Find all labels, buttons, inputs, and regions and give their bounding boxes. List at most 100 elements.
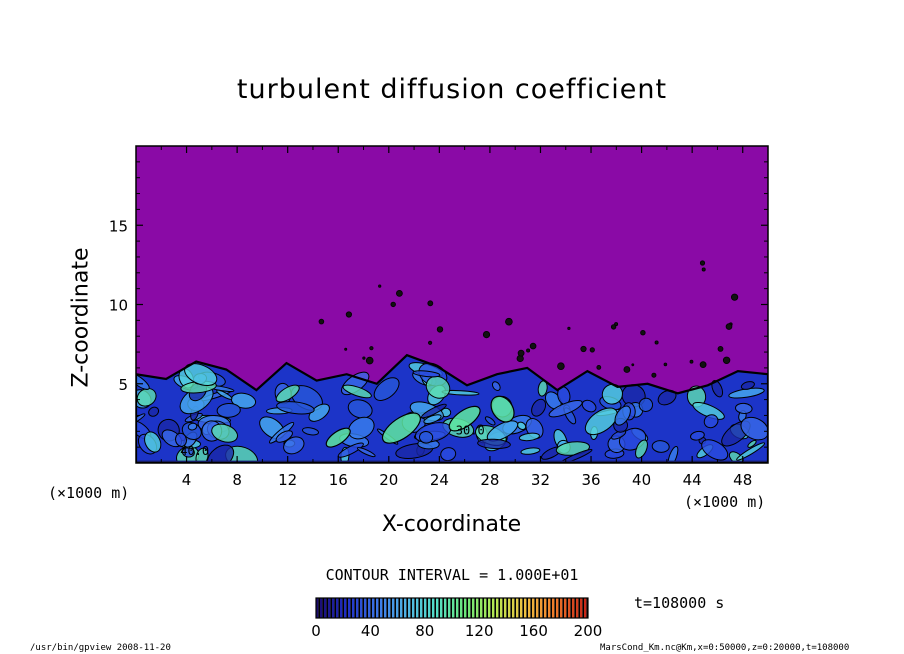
colorbar-swatch — [392, 598, 395, 618]
plume — [381, 412, 421, 444]
x-tick-label: 20 — [379, 471, 398, 489]
isolated-blob — [722, 356, 731, 364]
eddy — [711, 380, 724, 398]
colorbar-swatch — [556, 598, 559, 618]
eddy — [638, 397, 654, 413]
x-unit-label-left: (×1000 m) — [48, 484, 130, 502]
isolated-blob — [505, 317, 513, 326]
colorbar-swatch — [324, 598, 327, 618]
eddy — [651, 440, 670, 453]
x-axis-label: X-coordinate — [381, 512, 522, 537]
colorbar-swatch — [580, 598, 583, 618]
colorbar-swatch — [532, 598, 535, 618]
eddy — [486, 420, 519, 442]
colorbar-gap — [586, 598, 588, 618]
isolated-blob — [427, 300, 434, 307]
eddy — [275, 430, 293, 443]
colorbar-swatch — [528, 598, 531, 618]
colorbar-gap — [446, 598, 448, 618]
eddy — [484, 416, 496, 426]
colorbar: 0 40 80 120 160 200 — [311, 597, 602, 640]
y-tick-label: 10 — [109, 297, 128, 315]
eddy — [136, 387, 157, 407]
isolated-blob — [378, 284, 382, 288]
colorbar-gap — [326, 598, 328, 618]
colorbar-swatch — [488, 598, 491, 618]
colorbar-gap — [462, 598, 464, 618]
turbulence-field — [136, 355, 768, 463]
colorbar-gap — [390, 598, 392, 618]
colorbar-swatch — [416, 598, 419, 618]
colorbar-gap — [510, 598, 512, 618]
eddy — [308, 403, 330, 422]
colorbar-swatch — [476, 598, 479, 618]
y-tick-label: 5 — [118, 376, 128, 394]
colorbar-swatch — [496, 598, 499, 618]
isolated-blob — [529, 342, 537, 350]
time-label: t=108000 s — [634, 594, 725, 612]
colorbar-gap — [322, 598, 324, 618]
colorbar-swatch — [472, 598, 475, 618]
colorbar-swatch — [428, 598, 431, 618]
eddy — [611, 429, 627, 440]
eddy — [701, 439, 729, 461]
isolated-blob — [610, 324, 617, 330]
eddy — [736, 442, 766, 461]
eddy — [283, 436, 305, 455]
colorbar-swatch — [548, 598, 551, 618]
plume — [448, 405, 481, 432]
colorbar-gap — [414, 598, 416, 618]
isolated-blob — [390, 301, 396, 308]
colorbar-swatch — [524, 598, 527, 618]
colorbar-gap — [442, 598, 444, 618]
colorbar-swatch — [380, 598, 383, 618]
x-tick-label: 28 — [480, 471, 499, 489]
eddy — [747, 439, 757, 448]
eddy — [518, 432, 540, 442]
colorbar-swatch — [560, 598, 563, 618]
isolated-blob — [651, 372, 657, 378]
isolated-blob — [436, 326, 444, 333]
isolated-blob — [427, 340, 433, 345]
colorbar-gap — [494, 598, 496, 618]
colorbar-gap — [422, 598, 424, 618]
colorbar-gap — [430, 598, 432, 618]
colorbar-swatch — [448, 598, 451, 618]
contour-label: 30.0 — [456, 423, 485, 437]
colorbar-swatch — [360, 598, 363, 618]
colorbar-tick-label: 120 — [465, 622, 494, 640]
colorbar-swatch — [492, 598, 495, 618]
plume — [490, 395, 515, 423]
eddy — [703, 414, 719, 429]
colorbar-gap — [514, 598, 516, 618]
isolated-blob — [365, 356, 374, 365]
footer-program: /usr/bin/gpview 2008-11-20 — [30, 643, 171, 653]
colorbar-swatch — [540, 598, 543, 618]
y-axis-label: Z-coordinate — [68, 247, 94, 388]
colorbar-swatch — [536, 598, 539, 618]
colorbar-gap — [358, 598, 360, 618]
colorbar-gap — [498, 598, 500, 618]
colorbar-gap — [570, 598, 572, 618]
colorbar-swatch — [364, 598, 367, 618]
eddy — [635, 439, 648, 459]
colorbar-swatch — [512, 598, 515, 618]
colorbar-gap — [338, 598, 340, 618]
isolated-blob — [701, 267, 706, 272]
colorbar-swatch — [424, 598, 427, 618]
colorbar-swatch — [352, 598, 355, 618]
colorbar-gap — [546, 598, 548, 618]
colorbar-tick-label: 160 — [519, 622, 548, 640]
eddy — [531, 398, 547, 417]
colorbar-gap — [538, 598, 540, 618]
eddy — [477, 438, 511, 450]
colorbar-gap — [366, 598, 368, 618]
colorbar-gap — [350, 598, 352, 618]
isolated-blob — [369, 346, 374, 351]
isolated-blob — [362, 356, 366, 360]
colorbar-gap — [354, 598, 356, 618]
colorbar-swatch — [396, 598, 399, 618]
colorbar-gap — [466, 598, 468, 618]
colorbar-swatch — [344, 598, 347, 618]
colorbar-gap — [470, 598, 472, 618]
